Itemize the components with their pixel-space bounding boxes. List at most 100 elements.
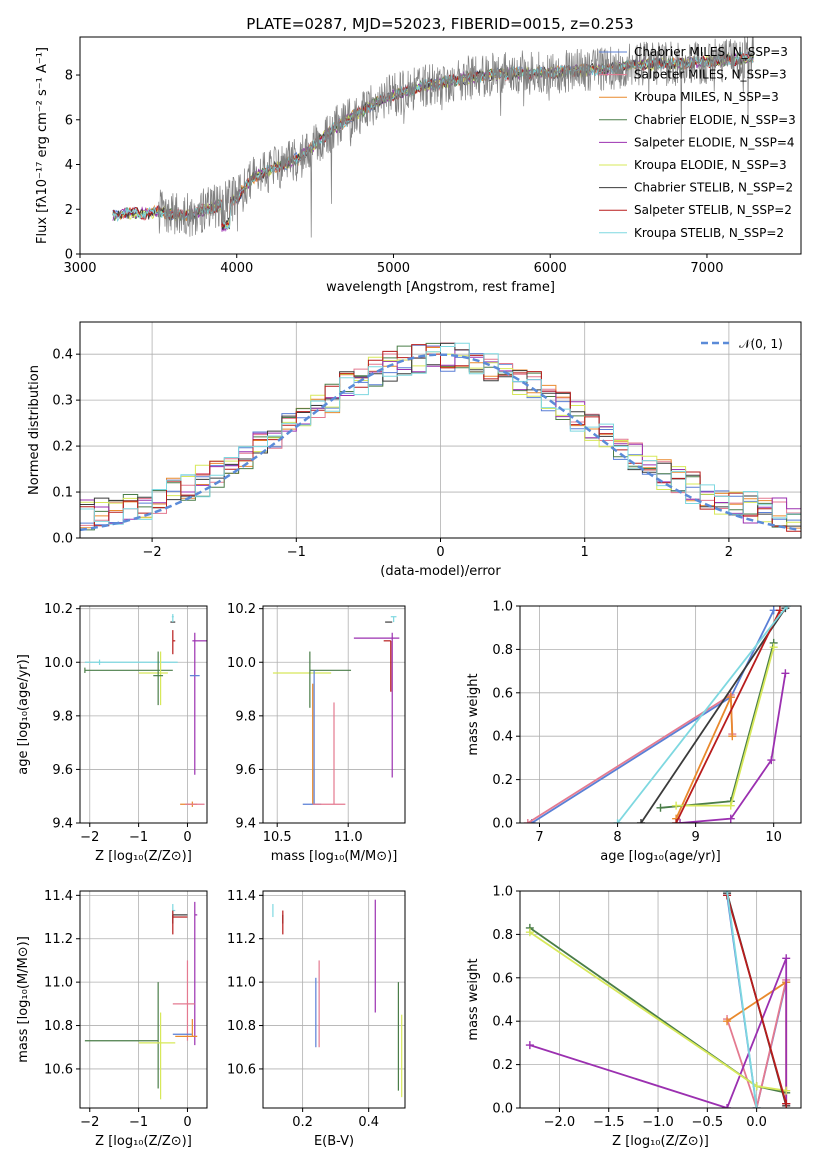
weight-marker (782, 954, 791, 963)
x-tick-label: 0 (436, 545, 444, 560)
weight-marker (781, 669, 790, 678)
x-tick-label: 3000 (63, 261, 96, 276)
y-tick-label: 0.8 (492, 928, 513, 943)
y-tick-label: 0.4 (52, 348, 73, 363)
y-tick-label: 0.6 (492, 686, 513, 701)
residuals-panel: −2 −1 0 1 2 0.0 0.1 0.2 0.3 0.4 (data-model)/error… (27, 321, 802, 579)
y-tick-label: 0.3 (52, 394, 73, 409)
axes-frame (79, 36, 802, 255)
x-tick-label: 8 (613, 830, 621, 845)
y-tick-label: 10.2 (227, 602, 256, 617)
x-tick-label: 0.4 (358, 1115, 379, 1130)
x-tick-label: 9 (691, 830, 699, 845)
y-tick-label: 9.4 (52, 817, 73, 832)
weight-marker (523, 819, 532, 823)
x-tick-label: 11.0 (334, 830, 363, 845)
x-tick-label: 0.2 (292, 1115, 313, 1130)
axes-frame (79, 890, 208, 1109)
weight-marker (782, 606, 791, 610)
weight-line (726, 895, 788, 1104)
age-vs-metallicity-panel: −2 −1 0 9.4 9.6 9.8 10.0 10.2 Z [log₁₀(Z/Z⊙)] age… (16, 602, 208, 864)
y-tick-label: 11.4 (227, 889, 256, 904)
weight-marker (782, 1086, 791, 1095)
y-tick-label: 10.0 (44, 656, 73, 671)
legend-label: Kroupa MILES, N_SSP=3 (634, 90, 779, 104)
y-tick-label: 10.0 (227, 656, 256, 671)
weight-marker (726, 693, 735, 702)
x-tick-label: 10.5 (263, 830, 292, 845)
axes-frame (262, 605, 406, 824)
y-tick-label: 0.8 (492, 643, 513, 658)
y-axis-label: mass weight (466, 958, 481, 1040)
y-axis-label: mass weight (466, 673, 481, 755)
x-tick-label: −2.0 (544, 1115, 576, 1130)
weight-line (660, 642, 775, 809)
y-tick-label: 10.8 (44, 1019, 73, 1034)
age-vs-mass-panel: 10.5 11.0 9.4 9.6 9.8 10.0 10.2 mass [log₁₀(M/M… (227, 602, 406, 864)
weight-marker (656, 803, 665, 812)
y-tick-label: 11.2 (227, 932, 256, 947)
x-tick-label: −2 (80, 830, 99, 845)
y-tick-label: 0 (65, 248, 73, 263)
x-tick-label: 2 (725, 545, 733, 560)
x-tick-label: 0 (183, 1115, 191, 1130)
x-tick-label: −0.5 (692, 1115, 724, 1130)
weight-marker (782, 1099, 791, 1108)
x-axis-label: mass [log₁₀(M/M⊙)] (271, 849, 398, 864)
y-tick-label: 11.0 (44, 976, 73, 991)
y-tick-label: 0.0 (492, 1102, 513, 1117)
axes-frame (519, 890, 802, 1109)
y-tick-label: 9.8 (235, 709, 256, 724)
y-tick-label: 10.8 (227, 1019, 256, 1034)
x-tick-label: −1 (287, 545, 306, 560)
y-tick-label: 0.2 (492, 773, 513, 788)
y-tick-label: 10.6 (227, 1062, 256, 1077)
residual-histogram-line (80, 342, 801, 525)
axes-frame (519, 605, 802, 824)
residual-histogram-line (80, 344, 801, 532)
x-axis-label: (data-model)/error (380, 564, 501, 579)
weight-marker (726, 814, 735, 823)
weight-vs-metallicity-panel: −2.0 −1.5 −1.0 −0.5 0.0 0.0 0.2 0.4 0.6 0.8 1.0 Z [… (466, 885, 802, 1149)
weight-marker (728, 732, 737, 741)
y-tick-label: 1.0 (492, 885, 513, 900)
legend-label: Kroupa ELODIE, N_SSP=3 (634, 158, 787, 172)
weight-line (676, 646, 775, 807)
weight-line (726, 979, 788, 1108)
mass-vs-metallicity-panel: −2 −1 0 10.6 10.8 11.0 11.2 11.4 Z [log₁₀(Z/Z⊙)]… (16, 889, 208, 1149)
gaussian-curve (80, 353, 799, 532)
plot-area (272, 616, 400, 805)
weight-marker (752, 1104, 761, 1108)
y-tick-label: 9.4 (235, 817, 256, 832)
weight-marker (613, 819, 622, 823)
weight-line (640, 607, 787, 823)
weight-marker (723, 1104, 732, 1108)
plot-area (112, 37, 755, 238)
weight-line (675, 609, 781, 823)
y-tick-label: 9.6 (235, 763, 256, 778)
weight-marker (723, 1017, 732, 1026)
y-tick-label: 10.2 (44, 602, 73, 617)
y-tick-label: 10.6 (44, 1062, 73, 1077)
y-tick-label: 9.6 (52, 763, 73, 778)
weight-line (616, 606, 788, 823)
x-tick-label: −1 (129, 1115, 148, 1130)
y-tick-label: 0.6 (492, 971, 513, 986)
weight-marker (723, 891, 732, 895)
plot-area (84, 614, 207, 807)
y-axis-label: Flux [fλ10⁻¹⁷ erg cm⁻² s⁻¹ A⁻¹] (35, 47, 50, 244)
legend-label: 𝒩(0, 1) (739, 337, 783, 351)
x-tick-label: 1 (581, 545, 589, 560)
legend-label: Salpeter STELIB, N_SSP=2 (634, 203, 792, 217)
mass-vs-extinction-panel: 0.2 0.4 10.6 10.8 11.0 11.2 11.4 E(B-V) (227, 889, 406, 1149)
y-tick-label: 11.0 (227, 976, 256, 991)
x-tick-label: 6000 (534, 261, 567, 276)
y-tick-label: 6 (65, 113, 73, 128)
legend-label: Chabrier STELIB, N_SSP=2 (634, 181, 793, 195)
weight-marker (767, 756, 776, 765)
weight-marker (726, 801, 735, 810)
y-axis-label: Normed distribution (27, 365, 42, 495)
plot-area (80, 342, 801, 532)
y-tick-label: 0.2 (52, 440, 73, 455)
